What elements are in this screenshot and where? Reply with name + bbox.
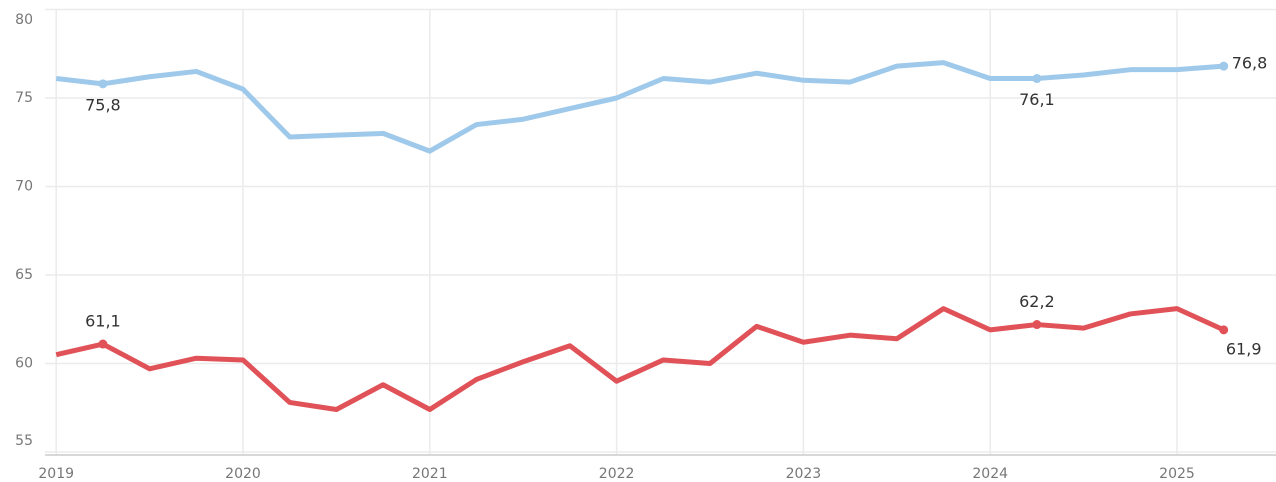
y-tick-label: 65 <box>15 267 33 283</box>
series-line <box>55 60 1224 154</box>
value-label: 62,2 <box>1019 292 1055 311</box>
y-tick-label: 80 <box>15 12 33 28</box>
series-line <box>55 306 1225 413</box>
x-tick-label: 2025 <box>1159 466 1195 482</box>
x-tick-label: 2024 <box>972 466 1008 482</box>
y-tick-label: 55 <box>15 433 33 449</box>
value-label: 75,8 <box>85 95 121 114</box>
value-label: 76,8 <box>1232 54 1268 73</box>
y-tick-label: 70 <box>15 179 33 195</box>
x-tick-label: 2023 <box>786 466 822 482</box>
value-label: 61,1 <box>85 312 121 331</box>
point-marker <box>1219 325 1229 335</box>
point-marker <box>1032 74 1042 84</box>
value-label: 76,1 <box>1019 90 1055 109</box>
x-tick-label: 2022 <box>599 466 635 482</box>
y-tick-label: 60 <box>15 356 33 372</box>
x-tick-label: 2019 <box>38 466 74 482</box>
point-marker <box>98 339 108 349</box>
x-tick-label: 2020 <box>225 466 261 482</box>
point-marker <box>98 79 108 89</box>
value-label: 61,9 <box>1226 339 1262 358</box>
x-tick-label: 2021 <box>412 466 448 482</box>
point-marker <box>1219 61 1229 71</box>
point-marker <box>1032 320 1042 330</box>
y-tick-label: 75 <box>15 90 33 106</box>
